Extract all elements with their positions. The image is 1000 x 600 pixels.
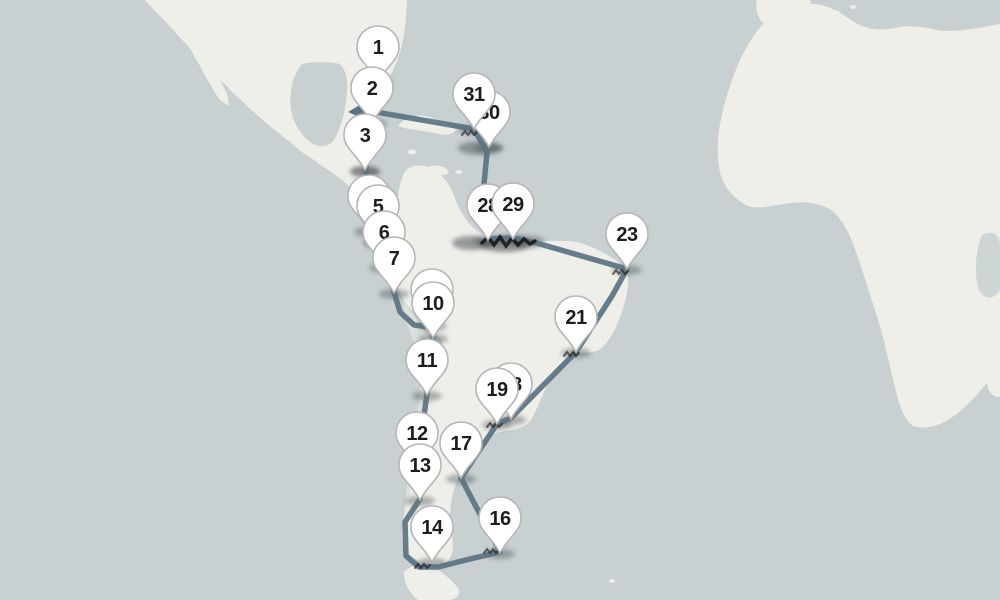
map-pin-16[interactable]: 16	[478, 496, 522, 555]
map-pin-19[interactable]: 19	[475, 367, 519, 426]
pin-number: 10	[422, 293, 444, 315]
landmass-baja-california	[192, 46, 229, 106]
pin-marker-icon	[478, 496, 522, 555]
pin-number: 29	[502, 194, 524, 216]
map-pin-31[interactable]: 31	[452, 72, 496, 131]
bay-of-campeche	[290, 62, 348, 147]
map-pin-3[interactable]: 3	[343, 113, 387, 172]
pin-number: 7	[389, 248, 400, 270]
island-puerto-rico	[455, 170, 463, 174]
pin-number: 2	[367, 78, 378, 100]
map-pin-10[interactable]: 10	[411, 281, 455, 340]
pin-number: 19	[486, 379, 508, 401]
map-pin-17[interactable]: 17	[439, 421, 483, 480]
pin-marker-icon	[343, 113, 387, 172]
pin-number: 11	[417, 350, 438, 372]
tip-scribble	[461, 129, 478, 137]
pin-marker-icon	[452, 72, 496, 131]
pin-marker-icon	[410, 505, 454, 564]
island-mediterranean-2	[850, 5, 856, 9]
map-pin-21[interactable]: 21	[554, 295, 598, 354]
cluster-scribble	[480, 233, 537, 250]
pin-number: 6	[379, 222, 390, 244]
pin-number: 5	[373, 196, 384, 218]
map-pin-1[interactable]: 1	[356, 25, 400, 84]
pin-marker-icon	[356, 25, 400, 84]
pin-marker-icon	[605, 212, 649, 271]
africa-inland-water	[975, 232, 1000, 298]
tip-scribble	[483, 547, 500, 555]
landmass-tierra-del-fuego	[404, 564, 460, 600]
map-pin-2[interactable]: 2	[350, 66, 394, 125]
pin-number: 17	[450, 433, 472, 455]
tip-scribble	[486, 421, 503, 429]
pin-number: 12	[406, 423, 428, 445]
island-hispaniola	[424, 165, 449, 176]
tip-scribble	[563, 350, 580, 358]
map-pin-7[interactable]: 7	[372, 236, 416, 295]
pin-number: 1	[373, 37, 384, 59]
pin-layer: 12345679101112131416171819212328293031	[343, 25, 649, 564]
landmass-north-america	[145, 0, 407, 252]
pin-marker-icon	[372, 236, 416, 295]
map-pin-29[interactable]: 29	[491, 182, 535, 241]
landmass-africa	[717, 3, 1000, 428]
pin-number: 23	[616, 224, 638, 246]
tip-scribble	[414, 562, 431, 570]
map-pin-12[interactable]: 12	[395, 411, 439, 470]
pin-marker-icon	[491, 182, 535, 241]
map-pin-13[interactable]: 13	[398, 443, 442, 502]
pin-marker-icon	[439, 421, 483, 480]
island-jamaica	[407, 149, 417, 155]
map-pin-14[interactable]: 14	[410, 505, 454, 564]
pin-marker-icon	[554, 295, 598, 354]
pin-number: 21	[565, 307, 587, 329]
pin-marker-icon	[411, 281, 455, 340]
pin-number: 13	[409, 455, 431, 477]
pin-marker-icon	[405, 338, 449, 397]
island-madagascar	[986, 346, 1000, 397]
pin-marker-icon	[398, 443, 442, 502]
pin-marker-icon	[350, 66, 394, 125]
pin-marker-icon	[475, 367, 519, 426]
map-pin-23[interactable]: 23	[605, 212, 649, 271]
pin-number: 3	[360, 125, 371, 147]
tip-mark-layer	[414, 129, 629, 570]
tip-scribble	[612, 268, 629, 276]
pin-number: 31	[463, 84, 485, 106]
island-falkland	[609, 579, 615, 583]
pin-number: 16	[489, 508, 511, 530]
pin-number: 14	[421, 517, 444, 539]
map-pin-11[interactable]: 11	[405, 338, 449, 397]
